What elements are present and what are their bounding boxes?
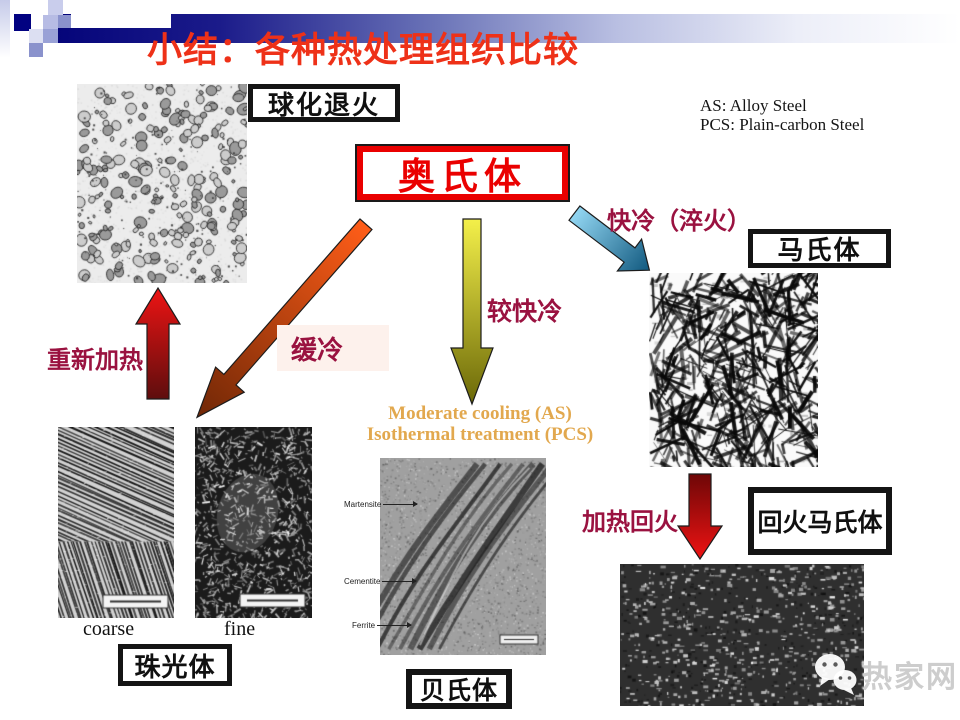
- node-tempered-martensite: 回火马氏体: [748, 487, 892, 555]
- moderate-cool-arrow: [450, 218, 494, 406]
- node-bainite: 贝氏体: [406, 669, 512, 709]
- bainite-annotation-martensite: Martensite: [344, 500, 419, 509]
- label-quench: 快冷（淬火）: [607, 209, 751, 235]
- annotation-arrow-icon: [383, 500, 419, 509]
- title-bar-notch: [71, 14, 171, 28]
- node-austenite-label: 奥氏体: [398, 157, 527, 198]
- node-martensite: 马氏体: [748, 229, 891, 268]
- label-moderate-cool: 较快冷: [487, 299, 563, 326]
- bainite-annotation-text: Cementite: [344, 577, 381, 586]
- legend-line-pcs: PCS: Plain-carbon Steel: [700, 115, 865, 134]
- caption-coarse: coarse: [83, 618, 135, 640]
- node-austenite: 奥氏体: [357, 146, 568, 200]
- fine-pearlite-micrograph: [195, 427, 312, 618]
- decor-square: [29, 43, 43, 57]
- bainite-annotation-cementite: Cementite: [344, 577, 418, 586]
- bainite-annotation-ferrite: Ferrite: [352, 621, 413, 630]
- decor-square: [58, 15, 71, 28]
- bainite-annotation-text: Ferrite: [352, 621, 376, 630]
- reheat-arrow: [134, 286, 182, 400]
- node-bainite-label: 贝氏体: [419, 678, 498, 705]
- node-pearlite: 珠光体: [118, 644, 232, 686]
- page-title: 小结：各种热处理组织比较: [147, 31, 580, 70]
- wechat-icon: [815, 654, 857, 695]
- label-temper: 加热回火: [582, 510, 678, 536]
- decor-square: [14, 14, 31, 31]
- decor-strip: [0, 0, 10, 58]
- moderate-cooling-note-line2: Isothermal treatment (PCS): [366, 424, 594, 445]
- legend: AS: Alloy Steel PCS: Plain-carbon Steel: [700, 96, 864, 134]
- slow-cool-highlight: [277, 325, 389, 371]
- martensite-micrograph: [649, 273, 818, 467]
- decor-square: [48, 0, 63, 15]
- watermark-text: 热家网: [862, 661, 958, 694]
- node-martensite-label: 马氏体: [777, 236, 862, 265]
- moderate-cooling-note-line1: Moderate cooling (AS): [388, 403, 572, 424]
- watermark: 热家网: [810, 648, 958, 700]
- slow-cool-arrow: [195, 217, 373, 419]
- decor-square: [43, 29, 58, 43]
- node-spheroidizing-label: 球化退火: [267, 90, 380, 120]
- node-pearlite-label: 珠光体: [134, 652, 216, 682]
- label-slow-cool: 缓冷: [291, 336, 344, 365]
- decor-square: [43, 15, 58, 29]
- annotation-arrow-icon: [382, 577, 418, 586]
- bainite-annotation-text: Martensite: [344, 500, 382, 509]
- annotation-arrow-icon: [377, 621, 413, 630]
- spheroidite-micrograph: [77, 84, 247, 283]
- node-tempered-martensite-label: 回火马氏体: [757, 510, 883, 537]
- caption-fine: fine: [224, 618, 256, 640]
- title-bar: [57, 14, 960, 43]
- legend-line-as: AS: Alloy Steel: [700, 96, 807, 115]
- node-spheroidizing-anneal: 球化退火: [248, 84, 400, 122]
- quench-arrow: [567, 204, 650, 272]
- label-reheat: 重新加热: [47, 348, 143, 374]
- decor-square: [29, 29, 43, 43]
- temper-arrow: [676, 473, 724, 561]
- coarse-pearlite-micrograph: [58, 427, 174, 618]
- moderate-cooling-note: Moderate cooling (AS) Isothermal treatme…: [345, 403, 615, 445]
